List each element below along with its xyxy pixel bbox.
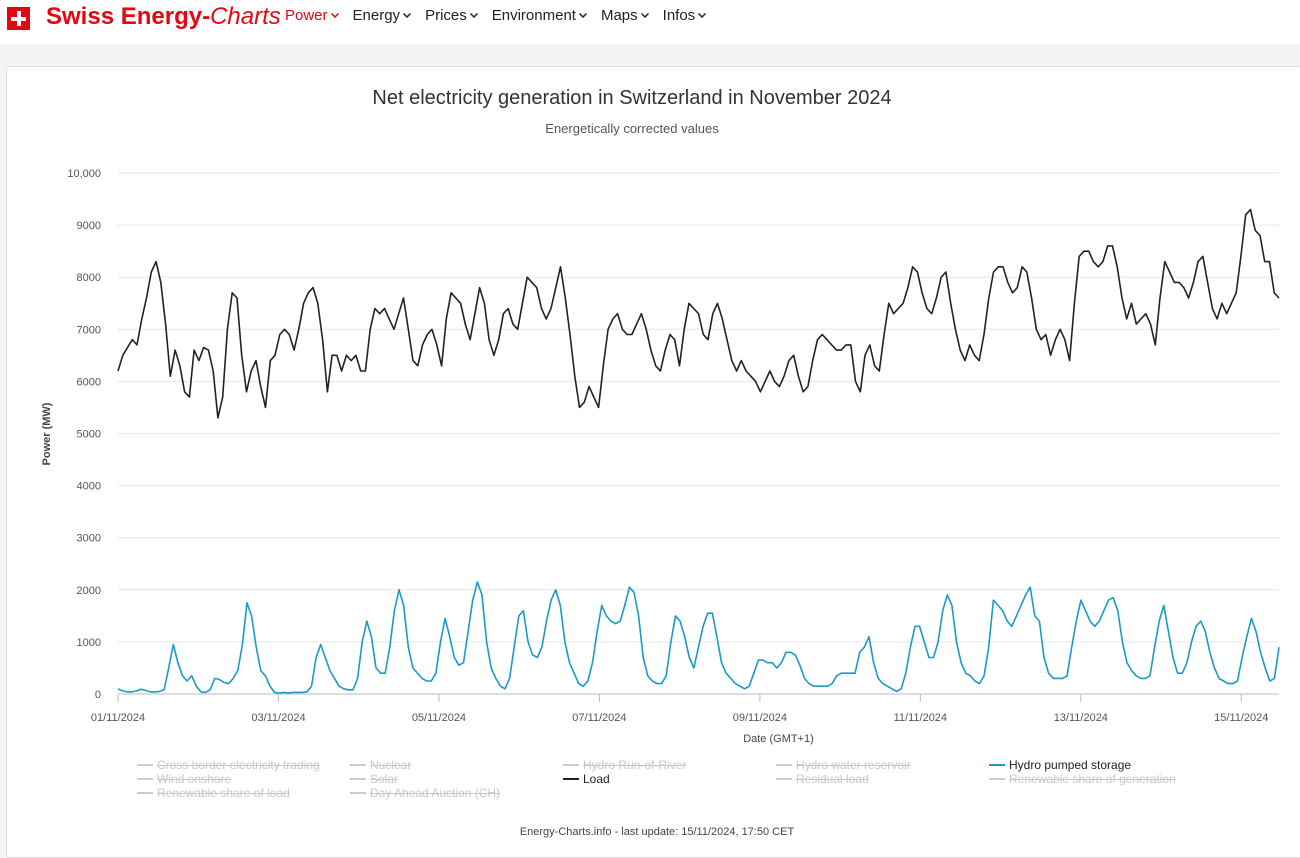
chevron-down-icon xyxy=(469,13,478,18)
x-tick-label: 07/11/2024 xyxy=(572,712,626,724)
swiss-flag-icon[interactable] xyxy=(7,7,30,30)
x-tick-label: 13/11/2024 xyxy=(1054,712,1108,724)
legend-item-renewable-share-of-generation[interactable]: Renewable share of generation xyxy=(989,772,1176,786)
legend-item-renewable-share-of-load[interactable]: Renewable share of load xyxy=(137,786,290,800)
legend-swatch xyxy=(989,764,1005,766)
chevron-down-icon xyxy=(640,13,649,18)
x-tick-label: 11/11/2024 xyxy=(894,712,947,724)
legend-swatch xyxy=(776,764,792,766)
chart-card xyxy=(6,66,1300,858)
legend-item-day-ahead-auction-ch[interactable]: Day Ahead Auction (CH) xyxy=(350,786,500,800)
legend-item-hydro-run-of-river[interactable]: Hydro Run-of-River xyxy=(563,758,686,772)
legend-swatch xyxy=(350,778,366,780)
chevron-down-icon xyxy=(403,13,412,18)
series-line-hydro-pumped-storage xyxy=(117,581,1280,694)
y-tick-label: 1000 xyxy=(77,637,101,649)
legend-item-load[interactable]: Load xyxy=(563,772,610,786)
y-tick-label: 0 xyxy=(95,689,101,701)
x-axis-label: Date (GMT+1) xyxy=(743,733,814,745)
y-tick-label: 4000 xyxy=(77,481,101,493)
chevron-down-icon xyxy=(698,13,707,18)
chart-subtitle: Energetically corrected values xyxy=(545,121,719,136)
menu-item-prices[interactable]: Prices xyxy=(425,7,478,24)
legend-item-wind-onshore[interactable]: Wind onshore xyxy=(137,772,231,786)
legend-swatch xyxy=(350,764,366,766)
menu-item-energy[interactable]: Energy xyxy=(353,7,412,24)
chart-title: Net electricity generation in Switzerlan… xyxy=(372,87,892,109)
legend-swatch xyxy=(137,778,153,780)
chevron-down-icon xyxy=(330,13,339,18)
legend-item-residual-load[interactable]: Residual load xyxy=(776,772,869,786)
legend-item-solar[interactable]: Solar xyxy=(350,772,398,786)
y-tick-label: 5000 xyxy=(77,429,101,441)
x-tick-label: 09/11/2024 xyxy=(733,712,787,724)
footer-credit: Energy-Charts.info - last update: 15/11/… xyxy=(519,826,795,838)
menu-item-power[interactable]: Power xyxy=(285,7,339,24)
x-tick-label: 03/11/2024 xyxy=(251,712,305,724)
x-tick-label: 01/11/2024 xyxy=(91,712,145,724)
legend-swatch xyxy=(350,792,366,794)
series-line-load xyxy=(117,208,1280,419)
main-menu: Power Energy Prices Environment Maps Infos xyxy=(285,7,707,24)
menu-item-maps[interactable]: Maps xyxy=(601,7,649,24)
x-tick-label: 15/11/2024 xyxy=(1214,712,1268,724)
y-tick-label: 10,000 xyxy=(67,168,101,180)
y-tick-label: 2000 xyxy=(77,585,101,597)
legend-swatch xyxy=(137,792,153,794)
menu-item-environment[interactable]: Environment xyxy=(492,7,587,24)
y-tick-label: 8000 xyxy=(77,272,101,284)
legend-item-hydro-pumped-storage[interactable]: Hydro pumped storage xyxy=(989,758,1131,772)
y-tick-label: 7000 xyxy=(77,324,101,336)
top-navbar: Swiss Energy-Charts Power Energy Prices Env… xyxy=(0,0,1300,44)
legend-item-cross-border-electricity-trading[interactable]: Cross border electricity trading xyxy=(137,758,320,772)
legend-swatch xyxy=(776,778,792,780)
legend-item-nuclear[interactable]: Nuclear xyxy=(350,758,411,772)
y-tick-label: 6000 xyxy=(77,376,101,388)
legend-swatch xyxy=(563,778,579,780)
x-tick-label: 05/11/2024 xyxy=(412,712,466,724)
legend-item-hydro-water-reservoir[interactable]: Hydro water reservoir xyxy=(776,758,911,772)
legend-swatch xyxy=(563,764,579,766)
y-tick-label: 9000 xyxy=(77,220,101,232)
y-axis-label: Power (MW) xyxy=(41,402,53,465)
legend-swatch xyxy=(989,778,1005,780)
legend-swatch xyxy=(137,764,153,766)
y-tick-label: 3000 xyxy=(77,533,101,545)
brand-logo[interactable]: Swiss Energy-Charts xyxy=(46,3,281,30)
menu-item-infos[interactable]: Infos xyxy=(663,7,707,24)
chevron-down-icon xyxy=(578,13,587,18)
